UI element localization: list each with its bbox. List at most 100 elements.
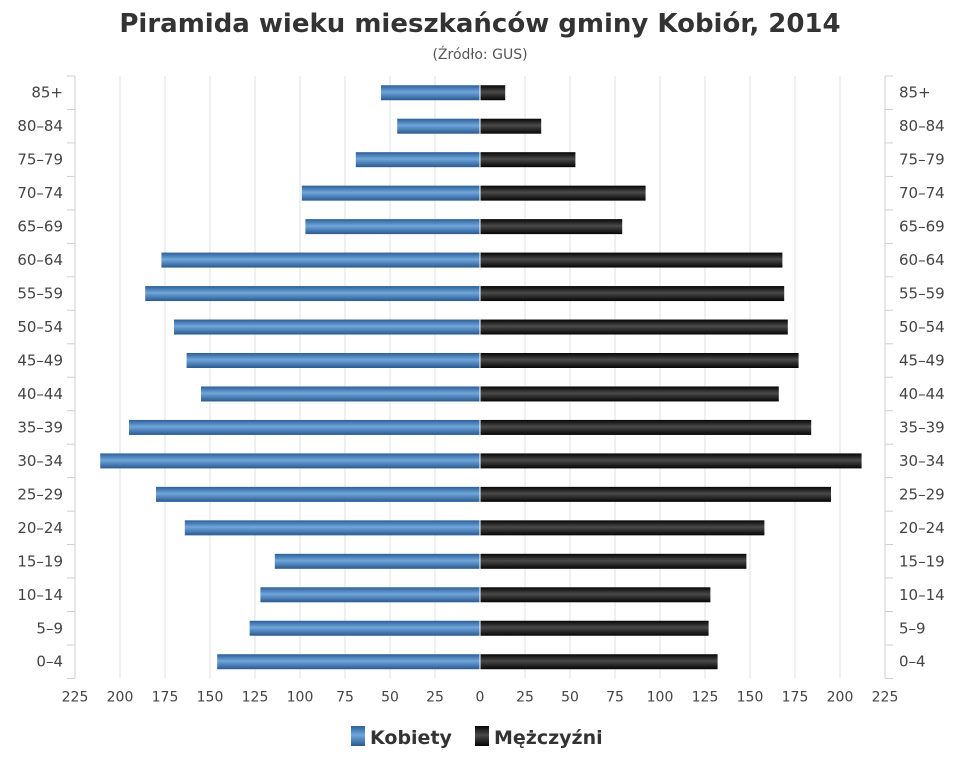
bars (100, 76, 862, 679)
x-tick-label: 75 (336, 689, 354, 705)
bar-kobiety[interactable] (129, 419, 480, 435)
x-tick-label: 25 (426, 689, 444, 705)
bar-mezczyzni[interactable] (480, 118, 542, 134)
category-label-right: 25–29 (899, 485, 945, 503)
bar-kobiety[interactable] (174, 319, 480, 335)
bar-kobiety[interactable] (100, 453, 480, 469)
chart-subtitle: (Źródło: GUS) (432, 45, 527, 63)
category-label-left: 0–4 (36, 653, 63, 671)
category-label-left: 5–9 (36, 619, 63, 637)
bar-mezczyzni[interactable] (480, 520, 765, 536)
category-label-right: 20–24 (899, 519, 945, 537)
category-label-right: 65–69 (899, 218, 945, 236)
category-label-left: 30–34 (17, 452, 63, 470)
bar-mezczyzni[interactable] (480, 286, 785, 302)
category-label-left: 40–44 (17, 385, 63, 403)
category-labels: 85+ 85+ 80–84 80–84 75–79 75–79 70–74 70–74 65–6… (17, 84, 944, 671)
category-label-left: 35–39 (17, 418, 63, 436)
bar-kobiety[interactable] (274, 553, 480, 569)
bar-mezczyzni[interactable] (480, 152, 576, 168)
chart-title: Piramida wieku mieszkańców gminy Kobiór,… (119, 9, 840, 39)
category-label-right: 0–4 (899, 653, 926, 671)
x-tick-label: 150 (197, 689, 224, 705)
category-label-right: 5–9 (899, 619, 926, 637)
bar-kobiety[interactable] (397, 118, 480, 134)
legend-swatch-mezczyzni (475, 726, 489, 746)
x-tick-label: 125 (692, 689, 719, 705)
x-tick-label: 75 (606, 689, 624, 705)
category-label-left: 75–79 (17, 151, 63, 169)
bar-kobiety[interactable] (305, 219, 480, 235)
x-tick-label: 200 (107, 689, 134, 705)
category-label-right: 40–44 (899, 385, 945, 403)
category-label-left: 80–84 (17, 117, 63, 135)
bar-kobiety[interactable] (260, 587, 480, 603)
category-label-left: 60–64 (17, 251, 63, 269)
legend-item-mezczyzni[interactable]: Mężczyźni (475, 726, 603, 749)
x-tick-label: 225 (872, 689, 899, 705)
x-tick-label: 100 (647, 689, 674, 705)
bar-kobiety[interactable] (184, 520, 481, 536)
bar-mezczyzni[interactable] (480, 85, 506, 101)
x-tick-label: 0 (476, 689, 485, 705)
bar-mezczyzni[interactable] (480, 620, 709, 636)
bar-mezczyzni[interactable] (480, 386, 779, 402)
bar-kobiety[interactable] (201, 386, 480, 402)
x-tick-label: 125 (242, 689, 269, 705)
bar-kobiety[interactable] (156, 486, 480, 502)
category-label-right: 10–14 (899, 586, 945, 604)
category-label-right: 55–59 (899, 285, 945, 303)
legend-item-kobiety[interactable]: Kobiety (351, 726, 453, 749)
bar-kobiety[interactable] (355, 152, 480, 168)
bar-mezczyzni[interactable] (480, 219, 623, 235)
bar-mezczyzni[interactable] (480, 352, 799, 368)
bar-mezczyzni[interactable] (480, 185, 646, 201)
category-label-left: 50–54 (17, 318, 63, 336)
category-label-right: 30–34 (899, 452, 945, 470)
category-label-left: 10–14 (17, 586, 63, 604)
bar-kobiety[interactable] (186, 352, 480, 368)
legend-label-kobiety: Kobiety (370, 727, 453, 749)
category-label-left: 70–74 (17, 184, 63, 202)
bar-kobiety[interactable] (217, 654, 480, 670)
category-label-right: 70–74 (899, 184, 945, 202)
grid-lines (67, 75, 893, 679)
category-label-right: 15–19 (899, 552, 945, 570)
bar-mezczyzni[interactable] (480, 419, 812, 435)
category-label-right: 80–84 (899, 117, 945, 135)
x-tick-label: 150 (737, 689, 764, 705)
bar-mezczyzni[interactable] (480, 453, 862, 469)
x-tick-label: 225 (62, 689, 89, 705)
bar-kobiety[interactable] (381, 85, 480, 101)
legend: Kobiety Mężczyźni (351, 726, 603, 749)
category-label-left: 55–59 (17, 285, 63, 303)
category-label-left: 45–49 (17, 351, 63, 369)
category-label-right: 85+ (899, 84, 931, 102)
category-label-left: 20–24 (17, 519, 63, 537)
bar-mezczyzni[interactable] (480, 486, 831, 502)
bar-kobiety[interactable] (249, 620, 480, 636)
x-tick-label: 50 (381, 689, 399, 705)
category-label-left: 25–29 (17, 485, 63, 503)
category-label-left: 65–69 (17, 218, 63, 236)
bar-kobiety[interactable] (301, 185, 480, 201)
bar-mezczyzni[interactable] (480, 319, 788, 335)
x-tick-label: 200 (827, 689, 854, 705)
x-tick-label: 175 (782, 689, 809, 705)
x-tick-label: 175 (152, 689, 179, 705)
category-label-left: 85+ (31, 84, 63, 102)
x-tick-label: 50 (561, 689, 579, 705)
bar-mezczyzni[interactable] (480, 252, 783, 268)
bar-mezczyzni[interactable] (480, 654, 718, 670)
legend-swatch-kobiety (351, 726, 365, 746)
bar-kobiety[interactable] (145, 286, 480, 302)
bar-kobiety[interactable] (161, 252, 480, 268)
legend-label-mezczyzni: Mężczyźni (494, 727, 603, 749)
bar-mezczyzni[interactable] (480, 553, 747, 569)
category-label-right: 60–64 (899, 251, 945, 269)
category-label-right: 75–79 (899, 151, 945, 169)
bar-mezczyzni[interactable] (480, 587, 711, 603)
x-tick-label: 100 (287, 689, 314, 705)
category-label-left: 15–19 (17, 552, 63, 570)
